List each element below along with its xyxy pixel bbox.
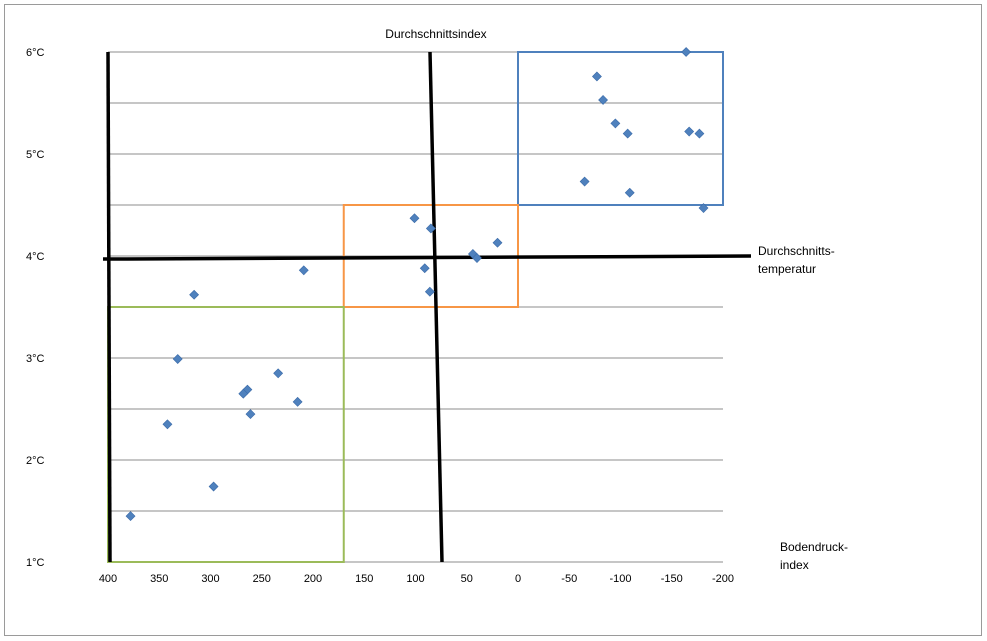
data-point <box>684 126 695 137</box>
y-tick-label: 3°C <box>26 353 45 365</box>
data-point <box>125 511 136 522</box>
chart-frame <box>4 4 982 636</box>
data-point <box>273 368 284 379</box>
data-point <box>698 203 709 213</box>
x-tick-label: -150 <box>661 573 683 585</box>
x-tick-label: 50 <box>461 573 473 585</box>
data-point <box>579 176 590 187</box>
y-axis-title-line1: Durchschnitts- <box>758 244 835 258</box>
x-tick-label: 350 <box>150 573 168 585</box>
data-point <box>409 213 420 224</box>
mean-temperature-line <box>102 254 752 261</box>
green-box <box>107 306 345 563</box>
y-tick-label: 1°C <box>26 557 45 569</box>
data-point <box>245 409 256 420</box>
data-point <box>172 354 183 364</box>
x-axis-title-line1: Bodendruck- <box>780 540 848 554</box>
y-tick-labels: 1°C 2°C 3°C 4°C 5°C 6°C <box>26 47 45 569</box>
data-point <box>694 128 705 139</box>
data-point <box>424 286 435 297</box>
x-tick-label: -100 <box>609 573 631 585</box>
data-point <box>298 265 309 276</box>
x-axis-title-line2: index <box>780 558 809 572</box>
data-point <box>162 419 173 430</box>
x-tick-labels: 400 350 300 250 200 150 100 50 0 -50 -100 -150 -200 <box>99 573 734 585</box>
mean-index-line <box>428 51 444 563</box>
y-tick-label: 4°C <box>26 251 45 263</box>
y-tick-label: 2°C <box>26 455 45 467</box>
data-point <box>622 128 633 139</box>
data-point <box>238 388 249 399</box>
x-tick-label: 0 <box>515 573 521 585</box>
x-tick-label: 100 <box>406 573 424 585</box>
y-tick-label: 5°C <box>26 149 45 161</box>
x-tick-label: 400 <box>99 573 117 585</box>
reference-lines <box>102 51 752 563</box>
y-tick-label: 6°C <box>26 47 45 59</box>
data-points <box>125 47 709 522</box>
data-point <box>681 47 692 57</box>
data-point <box>592 71 602 82</box>
data-point <box>624 187 635 198</box>
x-tick-label: -50 <box>561 573 577 585</box>
x-tick-label: 250 <box>253 573 271 585</box>
x-tick-label: 300 <box>201 573 219 585</box>
y-axis-title-line2: temperatur <box>758 262 816 276</box>
data-point <box>598 95 608 105</box>
blue-box <box>517 51 724 206</box>
data-point <box>208 481 219 492</box>
x-tick-label: 150 <box>355 573 373 585</box>
data-point <box>472 253 482 263</box>
x-tick-label: 200 <box>304 573 322 585</box>
data-point <box>292 396 303 407</box>
data-point <box>492 237 503 248</box>
chart-title: Durchschnittsindex <box>385 27 486 41</box>
data-point <box>610 118 621 129</box>
x-tick-label: -200 <box>712 573 734 585</box>
left-axis-line <box>106 51 112 563</box>
data-point <box>189 289 200 300</box>
data-point <box>419 263 430 274</box>
data-point <box>425 223 436 234</box>
